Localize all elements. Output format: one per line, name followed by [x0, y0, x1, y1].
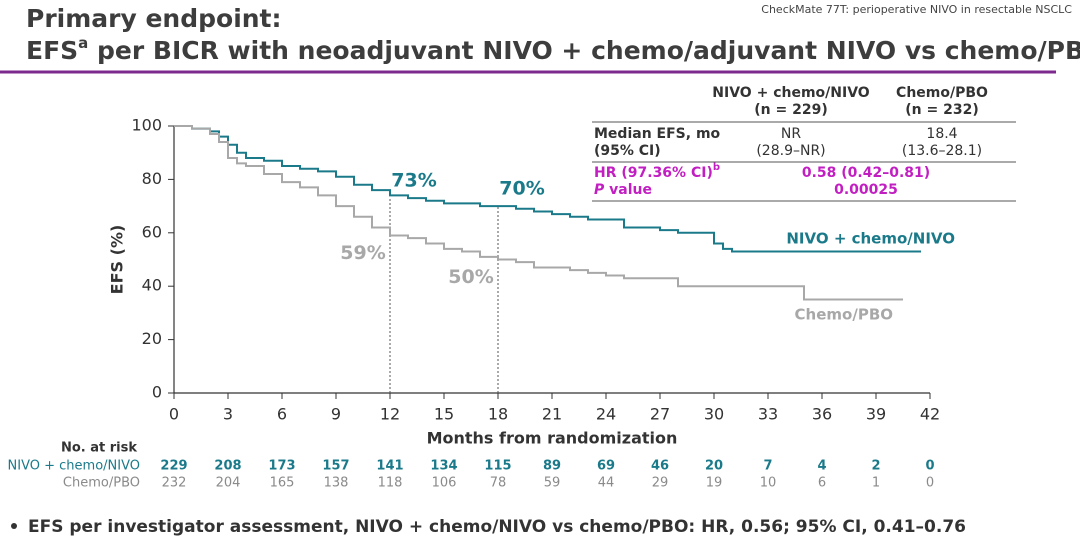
risk-value: 208 — [214, 459, 241, 474]
x-tick-label: 0 — [169, 405, 179, 424]
risk-value: 44 — [598, 476, 615, 491]
cell: (13.6–28.1) — [902, 143, 982, 159]
risk-value: 89 — [543, 459, 561, 474]
col-header: NIVO + chemo/NIVO — [712, 85, 869, 101]
p-rest: value — [604, 182, 652, 198]
risk-value: 232 — [162, 476, 187, 491]
x-tick-label: 39 — [866, 405, 886, 424]
risk-value: 165 — [270, 476, 295, 491]
title-sup: a — [78, 34, 88, 52]
x-axis-title: Months from randomization — [427, 429, 678, 448]
cell: (28.9–NR) — [756, 143, 825, 159]
risk-value: 2 — [871, 459, 880, 474]
title-line2: EFSa per BICR with neoadjuvant NIVO + ch… — [26, 34, 1080, 66]
risk-value: 10 — [760, 476, 777, 491]
y-tick-label: 80 — [142, 169, 162, 188]
risk-row-label: Chemo/PBO — [63, 476, 140, 491]
col-header: (n = 229) — [754, 102, 827, 118]
risk-value: 115 — [484, 459, 511, 474]
risk-value: 19 — [706, 476, 723, 491]
risk-value: 69 — [597, 459, 615, 474]
cell: 0.00025 — [834, 182, 898, 198]
risk-value: 0 — [925, 459, 934, 474]
title-main: EFS — [26, 36, 78, 65]
title-line1: Primary endpoint: — [26, 4, 282, 33]
risk-value: 20 — [705, 459, 723, 474]
summary-table: NIVO + chemo/NIVO (n = 229) Chemo/PBO (n… — [592, 85, 1016, 202]
x-tick-label: 33 — [758, 405, 778, 424]
risk-value: 7 — [763, 459, 772, 474]
footnote: EFS per investigator assessment, NIVO + … — [28, 517, 966, 536]
risk-value: 138 — [324, 476, 349, 491]
risk-value: 6 — [818, 476, 826, 491]
p-italic: P — [594, 182, 605, 198]
cell: 0.58 (0.42–0.81) — [802, 165, 930, 181]
row-label: HR (97.36% CI)b — [594, 162, 720, 181]
risk-value: 141 — [376, 459, 403, 474]
landmark-label: 70% — [499, 178, 544, 200]
x-tick-label: 12 — [380, 405, 400, 424]
row-label: Median EFS, mo — [594, 126, 721, 142]
risk-value: 0 — [926, 476, 934, 491]
x-tick-label: 24 — [596, 405, 616, 424]
risk-value: 78 — [490, 476, 507, 491]
risk-value: 4 — [817, 459, 826, 474]
risk-value: 59 — [544, 476, 561, 491]
y-tick-label: 20 — [142, 329, 162, 348]
hr-sup: b — [713, 162, 720, 173]
risk-value: 173 — [268, 459, 295, 474]
risk-value: 1 — [872, 476, 880, 491]
risk-value: 157 — [322, 459, 349, 474]
x-tick-label: 9 — [331, 405, 341, 424]
risk-value: 204 — [216, 476, 241, 491]
landmark-label: 59% — [340, 242, 385, 264]
x-tick-label: 18 — [488, 405, 508, 424]
x-tick-label: 21 — [542, 405, 562, 424]
risk-value: 134 — [430, 459, 457, 474]
risk-value: 106 — [432, 476, 457, 491]
x-tick-label: 36 — [812, 405, 832, 424]
title-rest: per BICR with neoadjuvant NIVO + chemo/a… — [88, 36, 1080, 65]
col-header: (n = 232) — [905, 102, 978, 118]
km-curve — [174, 125, 903, 301]
series-label: NIVO + chemo/NIVO — [786, 230, 955, 248]
x-tick-label: 27 — [650, 405, 670, 424]
landmark-label: 73% — [391, 170, 436, 192]
study-label: CheckMate 77T: perioperative NIVO in res… — [761, 3, 1072, 16]
x-tick-label: 30 — [704, 405, 724, 424]
y-tick-label: 0 — [152, 383, 162, 402]
y-tick-label: 40 — [142, 276, 162, 295]
risk-value: 29 — [652, 476, 669, 491]
cell: 18.4 — [926, 126, 957, 142]
row-label: P value — [594, 182, 652, 198]
risk-value: 46 — [651, 459, 669, 474]
y-axis-title: EFS (%) — [108, 225, 127, 295]
bullet — [11, 523, 17, 529]
col-header: Chemo/PBO — [896, 85, 988, 101]
risk-title: No. at risk — [61, 441, 137, 456]
x-tick-label: 6 — [277, 405, 287, 424]
landmark-label: 50% — [448, 266, 493, 288]
x-tick-label: 15 — [434, 405, 454, 424]
y-tick-label: 100 — [131, 116, 162, 135]
y-tick-label: 60 — [142, 222, 162, 241]
row-label: (95% CI) — [594, 143, 661, 159]
hr-label: HR (97.36% CI) — [594, 165, 713, 181]
risk-row-label: NIVO + chemo/NIVO — [8, 459, 140, 474]
km-curve — [174, 125, 921, 253]
risk-value: 118 — [378, 476, 403, 491]
series-label: Chemo/PBO — [795, 306, 893, 324]
x-tick-label: 42 — [920, 405, 940, 424]
risk-value: 229 — [160, 459, 187, 474]
x-tick-label: 3 — [223, 405, 233, 424]
cell: NR — [781, 126, 801, 142]
